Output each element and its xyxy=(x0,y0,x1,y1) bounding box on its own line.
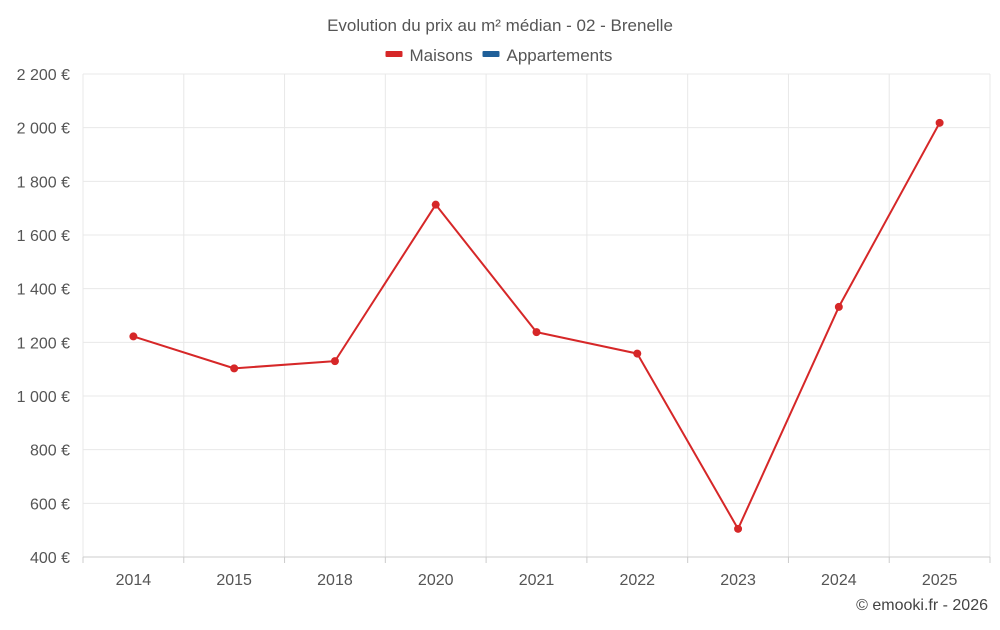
chart-title: Evolution du prix au m² médian - 02 - Br… xyxy=(327,16,673,35)
x-tick-label: 2018 xyxy=(317,572,353,589)
y-tick-label: 1 400 € xyxy=(17,282,70,299)
legend: Maisons Appartements xyxy=(385,46,613,65)
legend-swatch xyxy=(385,51,403,57)
x-tick-label: 2023 xyxy=(720,572,756,589)
credit-text: © emooki.fr - 2026 xyxy=(856,597,988,614)
data-point[interactable] xyxy=(431,200,440,209)
y-tick-label: 1 800 € xyxy=(17,174,70,191)
legend-label: Appartements xyxy=(507,46,613,65)
x-tick-label: 2020 xyxy=(418,572,454,589)
x-tick-label: 2021 xyxy=(519,572,555,589)
series-line xyxy=(133,122,941,530)
x-tick-label: 2015 xyxy=(216,572,252,589)
data-point[interactable] xyxy=(935,118,944,127)
data-point[interactable] xyxy=(633,349,642,358)
x-tick-label: 2024 xyxy=(821,572,857,589)
data-point[interactable] xyxy=(734,524,743,533)
data-point[interactable] xyxy=(330,357,339,366)
y-tick-label: 2 000 € xyxy=(17,121,70,138)
y-tick-label: 1 600 € xyxy=(17,228,70,245)
x-tick-label: 2022 xyxy=(619,572,655,589)
series-layer xyxy=(129,118,944,533)
y-tick-label: 800 € xyxy=(30,443,70,460)
y-tick-label: 400 € xyxy=(30,550,70,567)
legend-swatch xyxy=(482,51,500,57)
y-tick-label: 2 200 € xyxy=(17,67,70,84)
y-tick-label: 600 € xyxy=(30,496,70,513)
axis-layer: 400 € 600 € 800 € 1 000 € 1 200 € 1 400 € 1 60… xyxy=(17,67,991,589)
data-point[interactable] xyxy=(834,302,843,311)
data-point[interactable] xyxy=(129,332,138,341)
legend-item[interactable]: Maisons xyxy=(385,46,473,65)
data-point[interactable] xyxy=(230,364,239,373)
x-tick-label: 2025 xyxy=(922,572,958,589)
y-tick-label: 1 000 € xyxy=(17,389,70,406)
grid-layer xyxy=(82,73,991,558)
x-tick-label: 2014 xyxy=(116,572,152,589)
legend-label: Maisons xyxy=(410,46,473,65)
data-point[interactable] xyxy=(532,328,541,337)
y-tick-label: 1 200 € xyxy=(17,335,70,352)
legend-item[interactable]: Appartements xyxy=(482,46,613,65)
